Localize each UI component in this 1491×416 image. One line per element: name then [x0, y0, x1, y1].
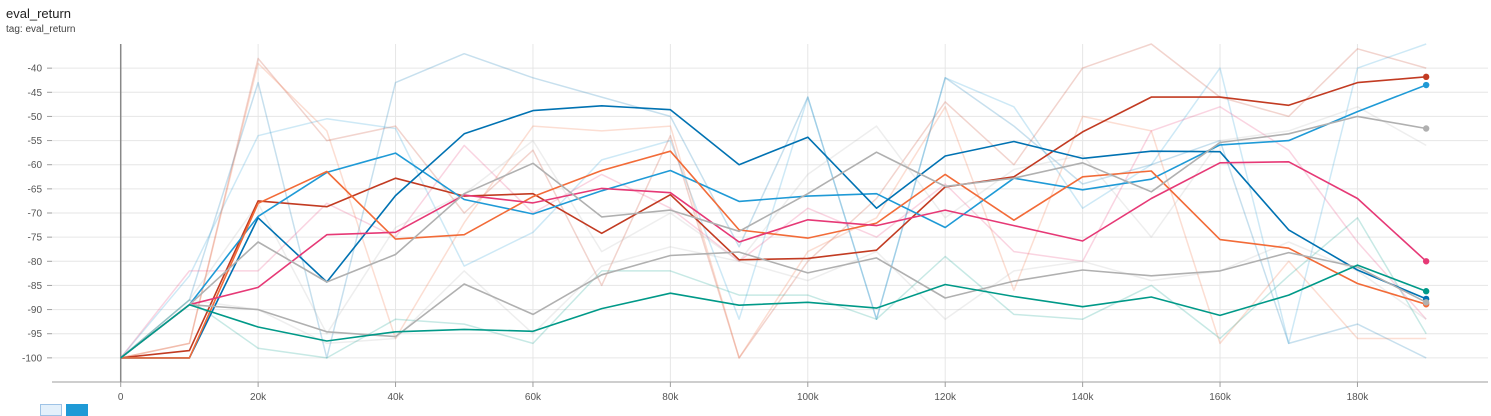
toggle-log-scale-button[interactable]: [66, 404, 88, 416]
series-line-7: [120, 264, 1427, 359]
y-tick-label: -90: [28, 305, 43, 316]
chart-tag: tag: eval_return: [6, 24, 76, 35]
y-tick-label: -65: [28, 184, 43, 195]
raw-series-line-3: [120, 62, 1427, 359]
series-line-0: [120, 76, 1427, 359]
y-tick-label: -85: [28, 281, 43, 292]
raw-series-line-0: [120, 43, 1427, 359]
x-tick-label: 40k: [387, 392, 404, 403]
x-tick-label: 160k: [1209, 392, 1232, 403]
series-end-point-5: [1422, 125, 1430, 132]
x-tick-label: 0: [118, 392, 124, 403]
y-tick-label: -60: [28, 160, 43, 171]
y-tick-label: -45: [28, 88, 43, 99]
x-tick-label: 140k: [1072, 392, 1095, 403]
x-tick-label: 60k: [525, 392, 542, 403]
raw-series-line-1: [120, 43, 1427, 359]
tick-labels: -40 -45 -50 -55 -60 -65 -70 -75 -80 -85 -90 -95 -100…: [22, 64, 1369, 403]
y-tick-label: -50: [28, 112, 43, 123]
y-tick-label: -40: [28, 64, 43, 75]
axes: [47, 44, 1488, 387]
grid: [52, 44, 1488, 382]
raw-series-line-5: [120, 106, 1427, 359]
smoothed-series-layer: [120, 73, 1430, 359]
chart-title: eval_return: [6, 6, 72, 21]
y-tick-label: -80: [28, 257, 43, 268]
x-tick-label: 80k: [662, 392, 679, 403]
series-line-5: [120, 115, 1427, 359]
series-line-3: [120, 150, 1427, 359]
series-end-point-0: [1422, 73, 1430, 81]
series-line-6: [120, 251, 1427, 359]
y-tick-label: -95: [28, 329, 43, 340]
x-tick-label: 120k: [934, 392, 957, 403]
x-tick-label: 100k: [797, 392, 820, 403]
raw-series-line-7: [120, 217, 1427, 359]
series-end-point-7: [1422, 288, 1430, 295]
y-tick-label: -100: [22, 353, 42, 364]
y-tick-label: -75: [28, 233, 43, 244]
raw-series-line-2: [120, 52, 1427, 359]
series-end-point-1: [1422, 81, 1430, 89]
x-tick-label: 180k: [1347, 392, 1370, 403]
series-end-point-6: [1422, 299, 1430, 306]
y-tick-label: -70: [28, 209, 43, 220]
y-tick-label: -55: [28, 136, 43, 147]
series-end-point-4: [1422, 258, 1430, 265]
series-line-4: [120, 161, 1427, 359]
fit-domain-button[interactable]: [40, 404, 62, 416]
x-tick-label: 20k: [250, 392, 267, 403]
raw-series-layer: [120, 43, 1427, 359]
